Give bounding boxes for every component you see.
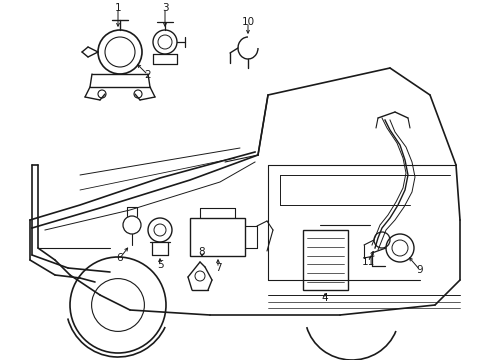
Text: 2: 2	[145, 70, 151, 80]
Bar	[303, 230, 348, 290]
Text: 4: 4	[322, 293, 328, 303]
Text: 1: 1	[115, 3, 122, 13]
Bar	[190, 218, 245, 256]
Text: 9: 9	[416, 265, 423, 275]
Text: 5: 5	[157, 260, 163, 270]
Text: 7: 7	[215, 263, 221, 273]
Text: 8: 8	[198, 247, 205, 257]
Text: 3: 3	[162, 3, 168, 13]
Text: 6: 6	[117, 253, 123, 263]
Text: 10: 10	[242, 17, 255, 27]
Text: 11: 11	[362, 257, 375, 267]
